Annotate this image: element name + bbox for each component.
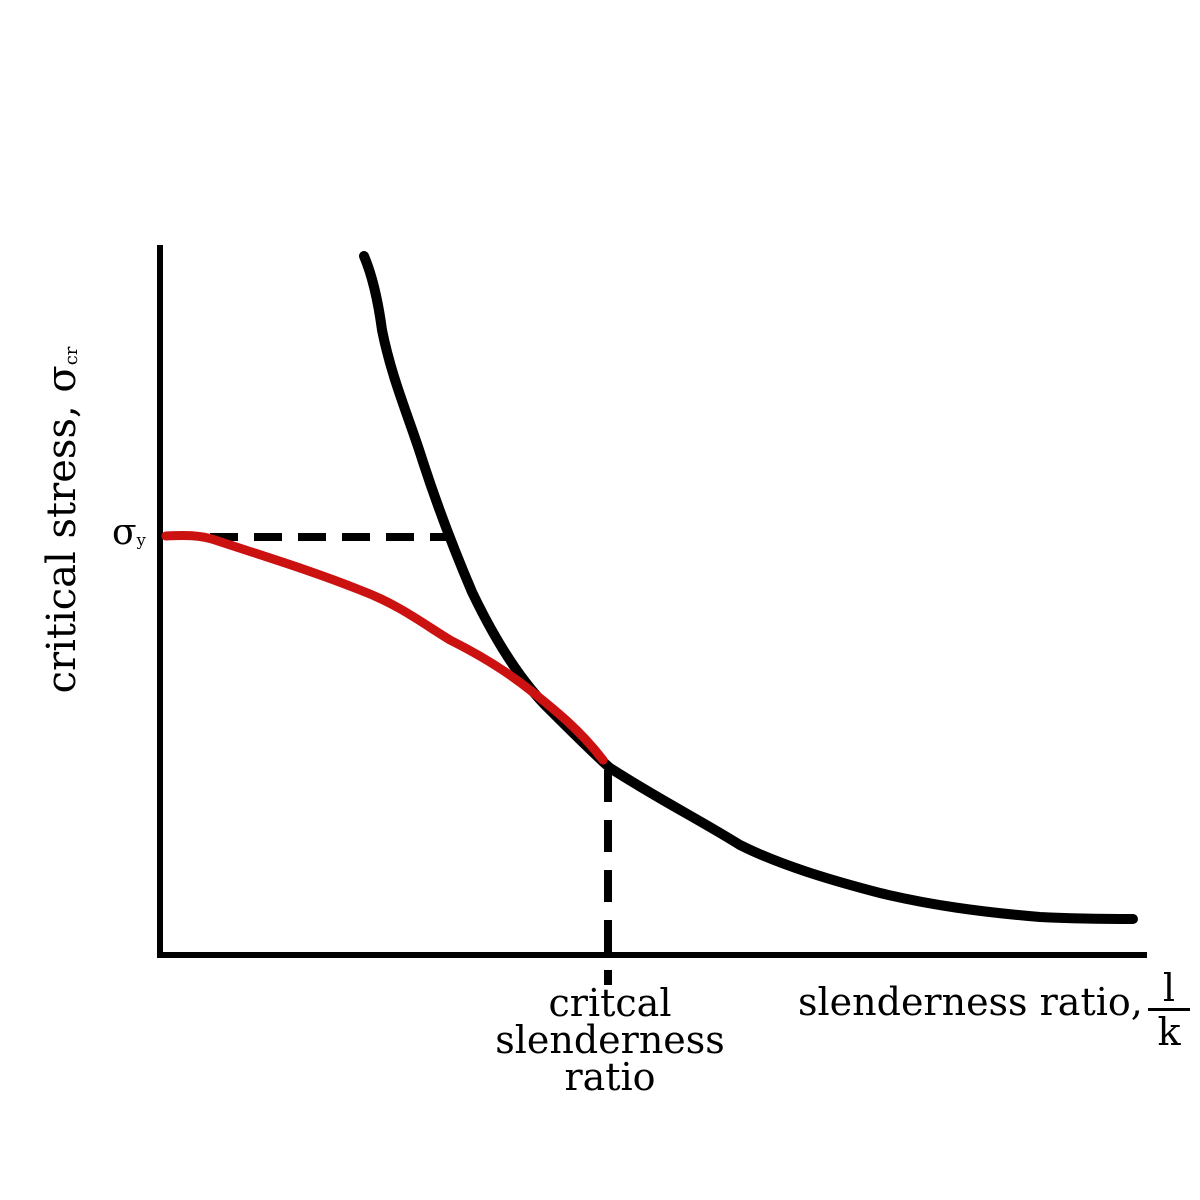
yield-stress-subscript: y — [136, 530, 146, 550]
y-axis-label-subscript: cr — [60, 346, 82, 366]
y-axis-label-text: critical stress, σ — [39, 365, 85, 694]
fraction-denominator: k — [1157, 1010, 1181, 1054]
critical-slenderness-label: critcal slenderness ratio — [480, 981, 740, 1099]
fraction-numerator: l — [1162, 966, 1176, 1010]
x-axis-label: slenderness ratio, — [798, 980, 1143, 1024]
yield-stress-label: σy — [112, 512, 146, 553]
critical-label-line-2: slenderness — [495, 1018, 725, 1062]
inelastic-buckling-curve — [161, 531, 608, 765]
fraction-bar — [1148, 1008, 1190, 1011]
critical-label-line-1: critcal — [548, 981, 672, 1025]
slenderness-fraction: l k — [1148, 966, 1190, 1054]
critical-label-line-3: ratio — [564, 1055, 656, 1099]
yield-stress-symbol: σ — [112, 512, 137, 553]
euler-buckling-curve — [359, 251, 1138, 924]
y-axis-label: critical stress, σcr — [39, 347, 85, 694]
